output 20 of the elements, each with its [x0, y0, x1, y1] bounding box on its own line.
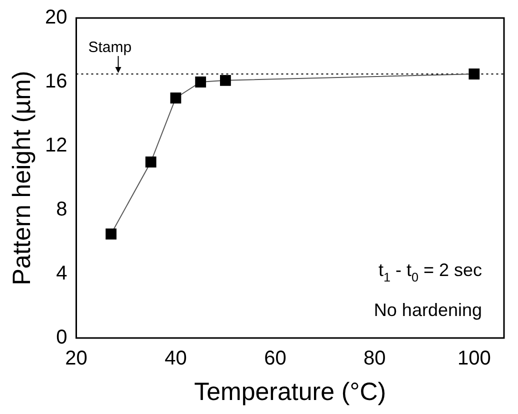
y-tick-label: 12	[44, 134, 68, 157]
point	[170, 92, 182, 104]
x-axis-title: Temperature (°C)	[194, 378, 386, 406]
y-axis-title: Pattern height (µm)	[8, 70, 36, 286]
y-tick-label: 20	[44, 6, 68, 29]
y-tick-label: 16	[44, 70, 68, 93]
point	[145, 156, 156, 168]
point	[220, 74, 231, 86]
point	[195, 76, 206, 88]
annotation: No hardening	[374, 300, 482, 320]
ref-line-label: Stamp	[88, 39, 132, 56]
y-tick-label: 8	[56, 198, 68, 221]
point	[468, 68, 480, 80]
y-tick-label: 0	[56, 326, 68, 349]
point	[106, 228, 117, 240]
x-tick-label: 40	[164, 348, 187, 370]
x-tick-label: 80	[364, 348, 386, 370]
x-tick-label: 60	[264, 348, 286, 370]
y-tick-label: 4	[56, 262, 68, 285]
x-tick-label: 100	[457, 348, 491, 370]
